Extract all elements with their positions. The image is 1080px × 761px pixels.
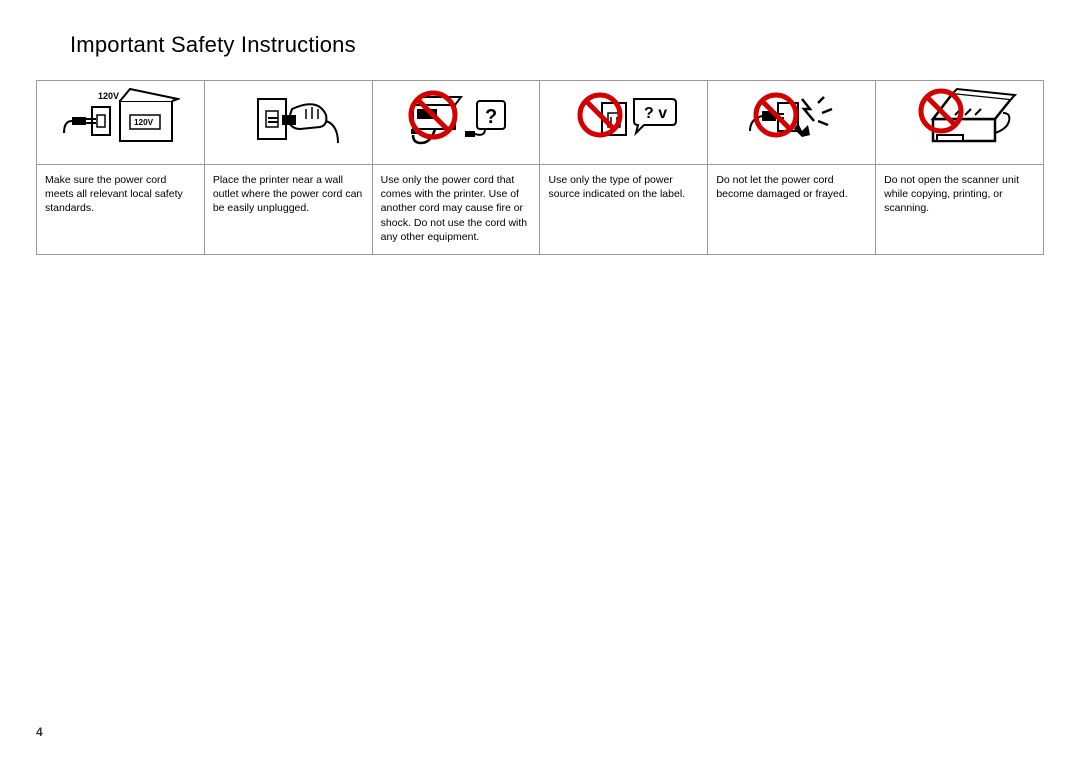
svg-text:120V: 120V bbox=[134, 118, 154, 127]
page-number: 4 bbox=[36, 725, 43, 739]
caption-cell: Place the printer near a wall outlet whe… bbox=[204, 165, 372, 255]
document-page: Important Safety Instructions bbox=[0, 0, 1080, 761]
svg-text:?: ? bbox=[485, 106, 497, 128]
illustration-cell: ? v bbox=[540, 81, 708, 165]
caption-text: Use only the type of power source indica… bbox=[548, 174, 685, 200]
caption-text: Place the printer near a wall outlet whe… bbox=[213, 174, 362, 214]
caption-cell: Use only the type of power source indica… bbox=[540, 165, 708, 255]
power-cord-120v-icon: 120V 120V bbox=[60, 85, 180, 157]
illustration-cell bbox=[204, 81, 372, 165]
svg-text:? v: ? v bbox=[644, 105, 667, 122]
illustration-row: 120V 120V bbox=[37, 81, 1044, 165]
page-title: Important Safety Instructions bbox=[70, 32, 1044, 58]
caption-text: Do not let the power cord become damaged… bbox=[716, 174, 847, 200]
caption-cell: Use only the power cord that comes with … bbox=[372, 165, 540, 255]
caption-cell: Do not open the scanner unit while copyi… bbox=[876, 165, 1044, 255]
unplug-hand-icon bbox=[228, 85, 348, 157]
instructions-table: 120V 120V bbox=[36, 80, 1044, 255]
caption-cell: Do not let the power cord become damaged… bbox=[708, 165, 876, 255]
caption-text: Make sure the power cord meets all relev… bbox=[45, 174, 183, 214]
damaged-cord-prohibit-icon bbox=[732, 85, 852, 157]
caption-row: Make sure the power cord meets all relev… bbox=[37, 165, 1044, 255]
illustration-cell bbox=[876, 81, 1044, 165]
wrong-voltage-prohibit-icon: ? v bbox=[564, 85, 684, 157]
caption-text: Do not open the scanner unit while copyi… bbox=[884, 174, 1019, 214]
illustration-cell: 120V 120V bbox=[37, 81, 205, 165]
illustration-cell: ? bbox=[372, 81, 540, 165]
svg-text:120V: 120V bbox=[98, 91, 119, 101]
open-scanner-prohibit-icon bbox=[895, 85, 1025, 157]
caption-text: Use only the power cord that comes with … bbox=[381, 174, 528, 243]
caption-cell: Make sure the power cord meets all relev… bbox=[37, 165, 205, 255]
instructions-table-wrap: 120V 120V bbox=[36, 80, 1044, 255]
illustration-cell bbox=[708, 81, 876, 165]
wrong-cord-prohibit-icon: ? bbox=[391, 85, 521, 157]
